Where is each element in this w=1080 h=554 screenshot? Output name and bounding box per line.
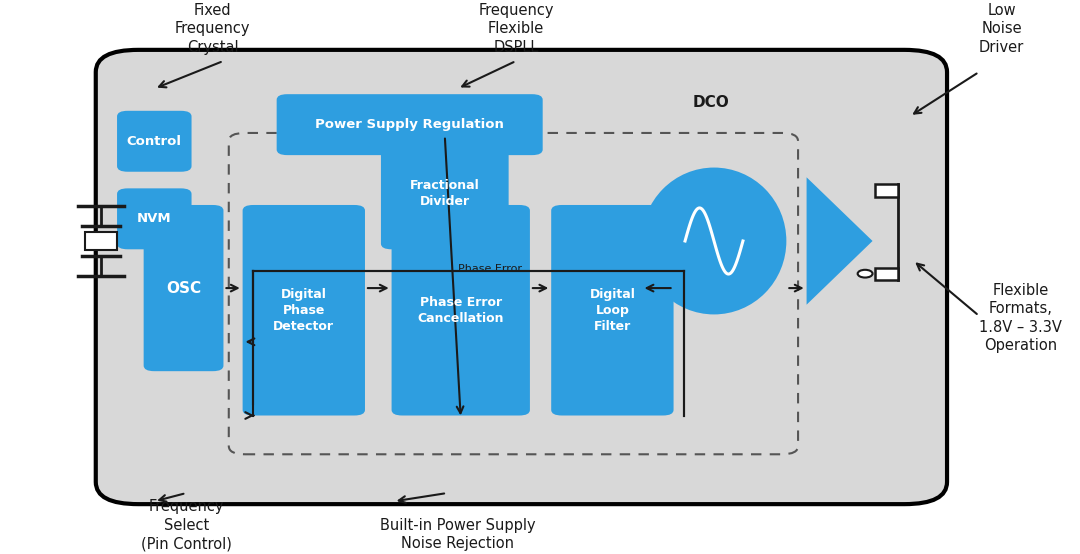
Bar: [85, 232, 118, 250]
Text: Control: Control: [126, 135, 181, 148]
Polygon shape: [807, 177, 873, 305]
Text: NVM: NVM: [137, 212, 172, 225]
FancyBboxPatch shape: [276, 94, 542, 155]
FancyBboxPatch shape: [381, 138, 509, 249]
Text: Phase Error: Phase Error: [458, 264, 522, 274]
Text: Flexible
Formats,
1.8V – 3.3V
Operation: Flexible Formats, 1.8V – 3.3V Operation: [978, 283, 1062, 353]
Text: OSC: OSC: [166, 280, 201, 296]
Text: Low
Noise
Driver: Low Noise Driver: [978, 3, 1024, 55]
Text: Digital
Loop
Filter: Digital Loop Filter: [590, 288, 635, 333]
FancyBboxPatch shape: [117, 111, 191, 172]
Text: Fractional
Divider: Fractional Divider: [410, 179, 480, 208]
Text: Built-in Power Supply
Noise Rejection: Built-in Power Supply Noise Rejection: [380, 517, 536, 551]
FancyBboxPatch shape: [392, 205, 530, 416]
Text: DCO: DCO: [692, 95, 729, 110]
Text: Phase Error
Cancellation: Phase Error Cancellation: [418, 296, 504, 325]
Text: Frequency
Select
(Pin Control): Frequency Select (Pin Control): [140, 499, 231, 551]
Circle shape: [858, 270, 873, 278]
FancyBboxPatch shape: [243, 205, 365, 416]
Text: Frequency
Flexible
DSPLL: Frequency Flexible DSPLL: [478, 3, 554, 55]
FancyBboxPatch shape: [96, 50, 947, 504]
Text: Digital
Phase
Detector: Digital Phase Detector: [273, 288, 335, 333]
Ellipse shape: [642, 167, 786, 315]
FancyBboxPatch shape: [117, 188, 191, 249]
Bar: [875, 184, 899, 197]
FancyBboxPatch shape: [551, 205, 674, 416]
Bar: [875, 268, 899, 280]
Text: Fixed
Frequency
Crystal: Fixed Frequency Crystal: [175, 3, 251, 55]
FancyBboxPatch shape: [144, 205, 224, 371]
Text: Power Supply Regulation: Power Supply Regulation: [315, 118, 504, 131]
